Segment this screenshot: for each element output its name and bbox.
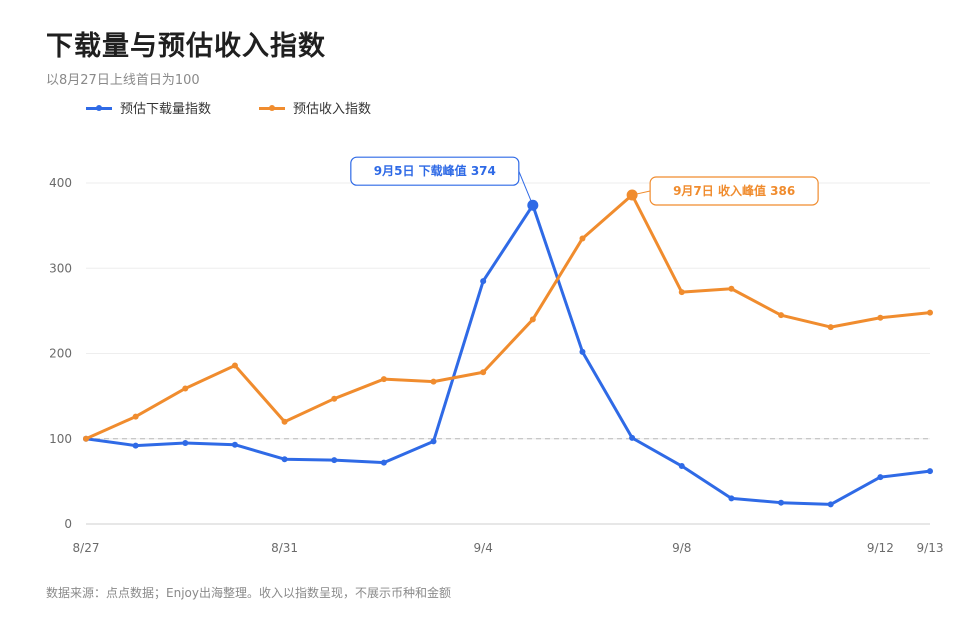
x-tick-label: 9/13 <box>917 541 944 555</box>
data-point <box>529 316 536 323</box>
data-point <box>927 309 933 316</box>
data-point <box>231 441 238 448</box>
data-point <box>480 369 487 376</box>
data-point <box>331 457 338 464</box>
legend-label-download: 预估下载量指数 <box>120 102 212 117</box>
legend-item-revenue: 预估收入指数 <box>259 98 371 117</box>
chart-title: 下载量与预估收入指数 <box>46 31 326 62</box>
x-tick-label: 8/31 <box>271 541 298 555</box>
annotation-box <box>649 176 819 206</box>
data-point <box>480 278 487 285</box>
data-point <box>778 499 785 506</box>
data-point <box>281 418 288 425</box>
data-point <box>132 442 139 449</box>
x-tick-label: 9/4 <box>474 541 493 555</box>
chart-subtitle: 以8月27日上线首日为100 <box>46 73 200 88</box>
legend-label-revenue: 预估收入指数 <box>293 102 372 117</box>
source-note: 数据来源：点点数据；Enjoy出海整理。收入以指数呈现，不展示币种和金额 <box>46 586 451 600</box>
series-line-1 <box>84 193 932 441</box>
legend-swatch-download <box>86 103 112 113</box>
data-point <box>877 314 884 321</box>
data-point <box>281 456 288 463</box>
x-tick-label: 9/12 <box>867 541 894 555</box>
legend: 预估下载量指数 预估收入指数 <box>86 98 371 117</box>
data-point <box>430 378 437 385</box>
data-point <box>182 440 189 447</box>
data-point <box>877 474 884 481</box>
data-point <box>827 501 834 508</box>
data-point <box>231 362 238 369</box>
y-tick-label: 100 <box>49 432 72 446</box>
data-point <box>927 468 933 475</box>
series-line-0 <box>84 203 932 506</box>
annotation-label: 9月7日 收入峰值 386 <box>673 183 795 198</box>
data-point <box>430 438 437 445</box>
data-point <box>83 435 89 442</box>
data-point <box>132 413 139 420</box>
data-point <box>579 348 586 355</box>
y-tick-label: 400 <box>49 176 72 190</box>
data-point <box>182 385 189 392</box>
data-point <box>827 324 834 331</box>
data-point <box>678 463 685 470</box>
data-point <box>629 434 636 441</box>
x-tick-label: 9/8 <box>672 541 691 555</box>
y-tick-label: 300 <box>49 261 72 275</box>
annotation-box <box>350 156 520 186</box>
data-point <box>778 312 785 319</box>
data-point <box>331 395 338 402</box>
data-point <box>579 235 586 242</box>
y-tick-label: 0 <box>64 517 72 531</box>
annotation-leader <box>632 190 651 196</box>
data-point <box>380 376 387 383</box>
data-point <box>380 459 387 466</box>
x-tick-label: 8/27 <box>73 541 100 555</box>
legend-item-download: 预估下载量指数 <box>86 98 211 117</box>
annotation-leader <box>518 171 534 206</box>
data-point <box>678 289 685 296</box>
legend-swatch-revenue <box>259 103 286 113</box>
data-point <box>728 285 735 292</box>
y-tick-label: 200 <box>49 347 72 361</box>
annotation-label: 9月5日 下载峰值 374 <box>374 163 496 178</box>
data-point <box>728 495 735 502</box>
